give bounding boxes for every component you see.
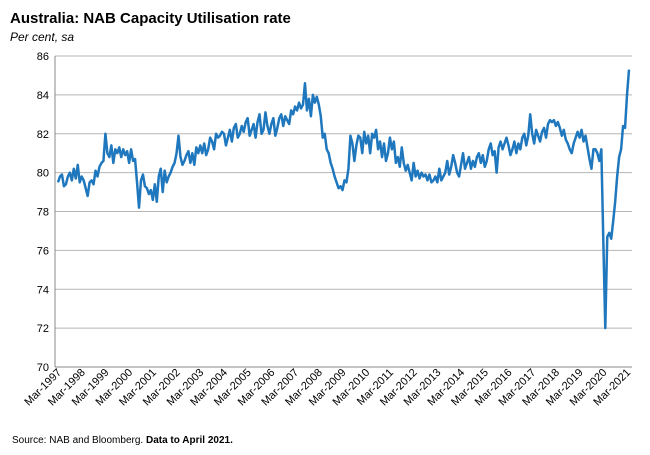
- y-tick-label: 82: [37, 129, 49, 141]
- chart-title: Australia: NAB Capacity Utilisation rate: [10, 10, 291, 27]
- y-tick-label: 76: [37, 245, 49, 257]
- y-tick-label: 70: [37, 362, 49, 374]
- y-tick-label: 86: [37, 51, 49, 63]
- y-tick-label: 72: [37, 323, 49, 335]
- y-tick-label: 78: [37, 207, 49, 219]
- source-text: Source: NAB and Bloomberg.: [12, 435, 143, 446]
- y-tick-label: 74: [37, 284, 49, 296]
- source-note: Data to April 2021.: [146, 435, 233, 446]
- data-line: [56, 69, 631, 330]
- y-tick-label: 84: [37, 90, 49, 102]
- source: Source: NAB and Bloomberg. Data to April…: [12, 435, 233, 446]
- y-tick-label: 80: [37, 168, 49, 180]
- chart-subtitle: Per cent, sa: [10, 30, 74, 44]
